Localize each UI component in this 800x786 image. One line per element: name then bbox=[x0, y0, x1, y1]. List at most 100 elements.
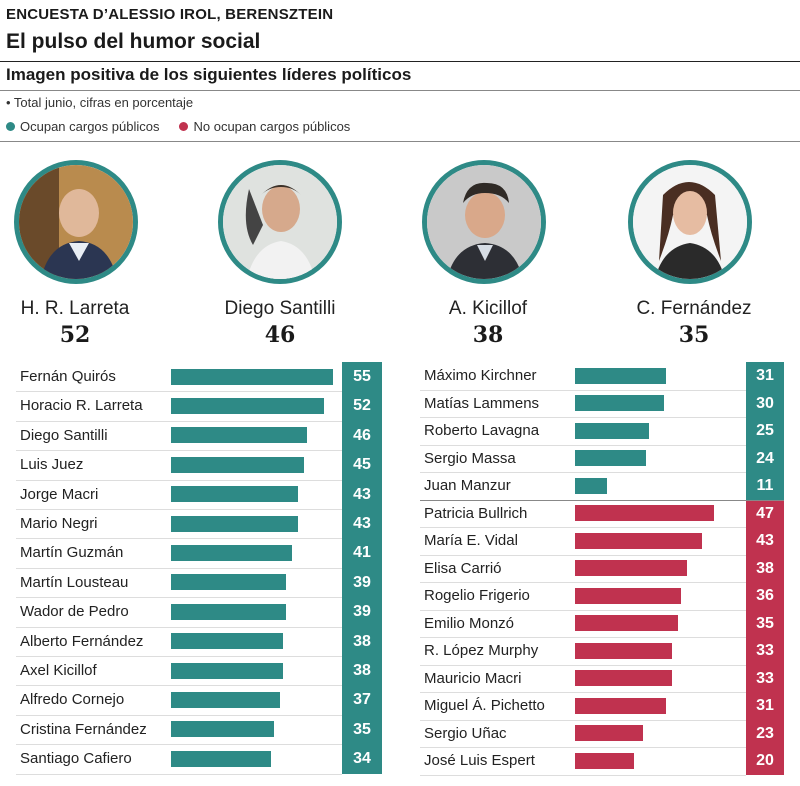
bar bbox=[171, 398, 325, 415]
bar-value-label: 39 bbox=[342, 597, 382, 627]
portrait-fernandez-icon bbox=[628, 160, 752, 284]
bar-row: Miguel Á. Pichetto bbox=[420, 692, 746, 721]
bar-value-label: 23 bbox=[746, 719, 784, 747]
group-divider bbox=[420, 499, 784, 501]
bar-label: Martín Lousteau bbox=[20, 573, 129, 591]
bar-value-label: 39 bbox=[342, 567, 382, 598]
legend-rule bbox=[0, 141, 800, 142]
bar bbox=[575, 697, 667, 714]
bar-label: Alberto Fernández bbox=[20, 632, 144, 650]
bar-row: Patricia Bullrich bbox=[420, 500, 746, 528]
bar-value-label: 35 bbox=[342, 714, 382, 745]
bar bbox=[171, 456, 304, 473]
bar bbox=[575, 477, 608, 494]
bar-label: Juan Manzur bbox=[424, 477, 511, 494]
bar-row: Máximo Kirchner bbox=[420, 362, 746, 391]
bar-label: Sergio Uñac bbox=[424, 724, 507, 742]
legend-label-not-in-office: No ocupan cargos públicos bbox=[193, 119, 351, 134]
bar-label: Fernán Quirós bbox=[20, 368, 116, 385]
bar-value-label: 33 bbox=[746, 637, 784, 665]
bar-row: Cristina Fernández bbox=[16, 715, 342, 746]
bar-label: Wador de Pedro bbox=[20, 603, 129, 621]
legend-not-in-office: No ocupan cargos públicos bbox=[179, 119, 350, 134]
bar-label: José Luis Espert bbox=[424, 752, 535, 769]
bar-value-label: 30 bbox=[746, 389, 784, 417]
bar-row: Fernán Quirós bbox=[16, 362, 342, 393]
portrait-kicillof-icon bbox=[422, 160, 546, 284]
bar-label: Luis Juez bbox=[20, 456, 84, 474]
bar-label: Sergio Massa bbox=[424, 449, 516, 467]
legend-dot-in-office bbox=[6, 122, 15, 131]
bar-row: María E. Vidal bbox=[420, 527, 746, 556]
bar-value-label: 37 bbox=[342, 685, 382, 715]
bar-label: Martín Guzmán bbox=[20, 544, 124, 562]
bar-label: Roberto Lavagna bbox=[424, 422, 540, 439]
featured-name-santilli: Diego Santilli bbox=[224, 298, 336, 319]
bar-row: Axel Kicillof bbox=[16, 656, 342, 687]
bar bbox=[171, 368, 334, 385]
bar bbox=[575, 670, 673, 687]
bar-label: Axel Kicillof bbox=[20, 662, 97, 679]
bar bbox=[575, 532, 702, 549]
featured-value-larreta: 52 bbox=[59, 322, 91, 348]
featured-value-kicillof: 38 bbox=[472, 322, 504, 348]
bar-row: Mauricio Macri bbox=[420, 665, 746, 693]
bar-label: María E. Vidal bbox=[424, 532, 518, 549]
bar-label: Emilio Monzó bbox=[424, 614, 515, 632]
bar-row: Elisa Carrió bbox=[420, 555, 746, 583]
bar-row: Roberto Lavagna bbox=[420, 417, 746, 446]
bar-row: Martín Lousteau bbox=[16, 568, 342, 599]
bar-row: Martín Guzmán bbox=[16, 538, 342, 569]
bar-label: Horacio R. Larreta bbox=[20, 397, 143, 415]
bar-value-label: 34 bbox=[342, 744, 382, 774]
bar-label: Santiago Cafiero bbox=[20, 750, 132, 768]
bar-value-label: 43 bbox=[746, 527, 784, 555]
bar-row: Rogelio Frigerio bbox=[420, 582, 746, 611]
featured-value-santilli: 46 bbox=[264, 322, 296, 348]
bar bbox=[575, 505, 714, 522]
bar-label: Miguel Á. Pichetto bbox=[424, 697, 545, 714]
bar-row: Santiago Cafiero bbox=[16, 744, 342, 775]
bar-value-label: 38 bbox=[746, 554, 784, 582]
featured-value-fernandez: 35 bbox=[678, 322, 710, 348]
chart-note: • Total junio, cifras en porcentaje bbox=[6, 95, 194, 110]
bar-label: Patricia Bullrich bbox=[424, 504, 528, 522]
bar-value-label: 38 bbox=[342, 656, 382, 686]
bar bbox=[575, 615, 679, 632]
bar bbox=[171, 603, 287, 620]
bar-row: Sergio Uñac bbox=[420, 720, 746, 748]
bar-row: Alfredo Cornejo bbox=[16, 685, 342, 716]
right-bar-panel: Máximo Kirchner 31 Matías Lammens 30 Roberto… bbox=[420, 362, 784, 776]
bar bbox=[575, 725, 643, 742]
bar bbox=[171, 545, 292, 562]
bar-row: Juan Manzur bbox=[420, 472, 746, 501]
bar-row: José Luis Espert bbox=[420, 747, 746, 776]
bar-value-label: 38 bbox=[342, 626, 382, 656]
bar-row: Wador de Pedro bbox=[16, 597, 342, 628]
bar bbox=[575, 642, 673, 659]
bar-value-label: 33 bbox=[746, 664, 784, 692]
bar-row: Jorge Macri bbox=[16, 480, 342, 510]
bar-value-label: 45 bbox=[342, 450, 382, 480]
bar-row: R. López Murphy bbox=[420, 637, 746, 666]
legend-label-in-office: Ocupan cargos públicos bbox=[20, 119, 160, 134]
bar-value-label: 41 bbox=[342, 538, 382, 568]
bar bbox=[575, 422, 649, 439]
bar-label: Mauricio Macri bbox=[424, 669, 522, 687]
bar bbox=[575, 752, 634, 769]
subtitle-rule bbox=[0, 90, 800, 91]
bar-label: Alfredo Cornejo bbox=[20, 691, 125, 709]
bar bbox=[171, 574, 287, 591]
bar bbox=[575, 367, 667, 384]
bar-row: Diego Santilli bbox=[16, 421, 342, 452]
bar bbox=[575, 395, 664, 412]
bar-value-label: 47 bbox=[746, 499, 784, 527]
bar-value-label: 31 bbox=[746, 692, 784, 720]
bar-label: Diego Santilli bbox=[20, 426, 108, 444]
survey-kicker: ENCUESTA D’ALESSIO IROL, BERENSZTEIN bbox=[6, 6, 334, 23]
bar-row: Sergio Massa bbox=[420, 445, 746, 473]
bar-value-label: 52 bbox=[342, 391, 382, 421]
bar-value-label: 43 bbox=[342, 479, 382, 509]
bar-value-label: 11 bbox=[746, 472, 784, 500]
bar-row: Matías Lammens bbox=[420, 390, 746, 418]
